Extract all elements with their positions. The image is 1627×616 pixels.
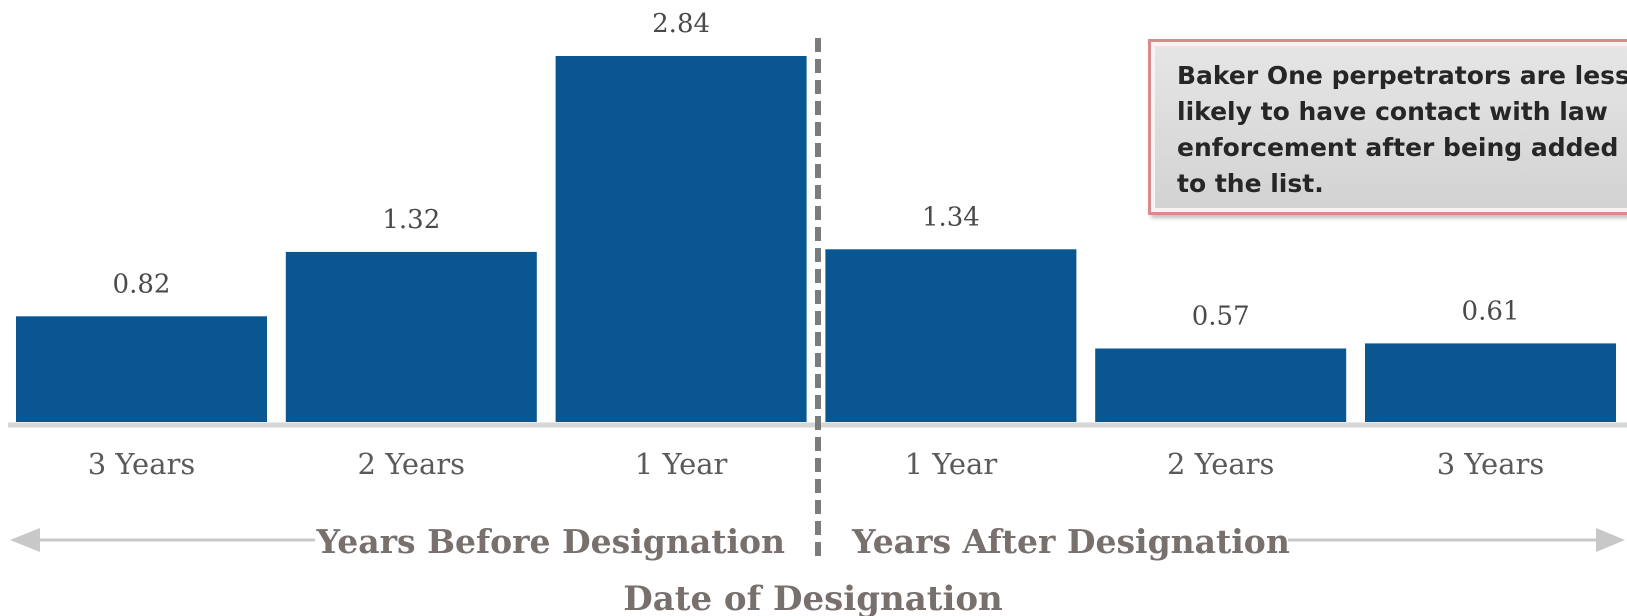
bar-4 [1095,348,1347,422]
x-tick-label-1: 2 Years [358,447,466,481]
bar-value-label-0: 0.82 [113,269,171,299]
x-tick-label-5: 3 Years [1437,447,1545,481]
bars-group [16,56,1616,422]
x-axis-title: Date of Designation [623,579,1003,616]
bar-value-label-3: 1.34 [922,202,980,232]
bar-value-label-2: 2.84 [652,9,710,39]
right-arrow [1288,528,1625,552]
bar-3 [825,249,1077,422]
bar-5 [1365,343,1616,422]
x-tick-label-3: 1 Year [905,447,998,481]
bar-2 [555,56,807,422]
bar-1 [285,251,537,422]
left-arrow [10,528,315,552]
annotation-callout: Baker One perpetrators are less likely t… [1148,39,1627,215]
bar-value-label-1: 1.32 [382,205,440,235]
group-label-after: Years After Designation [851,522,1290,561]
group-label-before: Years Before Designation [316,522,785,561]
x-tick-label-0: 3 Years [88,447,196,481]
bar-value-label-4: 0.57 [1192,302,1250,332]
x-tick-label-4: 2 Years [1167,447,1275,481]
annotation-text: Baker One perpetrators are less likely t… [1177,61,1627,198]
left-arrow-head-icon [10,528,40,552]
x-tick-labels-group: 3 Years 2 Years 1 Year 1 Year 2 Years 3 Years [88,447,1545,481]
bar-value-label-5: 0.61 [1462,296,1520,326]
value-labels-group: 0.82 1.32 2.84 1.34 0.57 0.61 [113,9,1520,332]
right-arrow-head-icon [1596,528,1625,552]
bar-0 [16,316,267,422]
x-tick-label-2: 1 Year [635,447,728,481]
